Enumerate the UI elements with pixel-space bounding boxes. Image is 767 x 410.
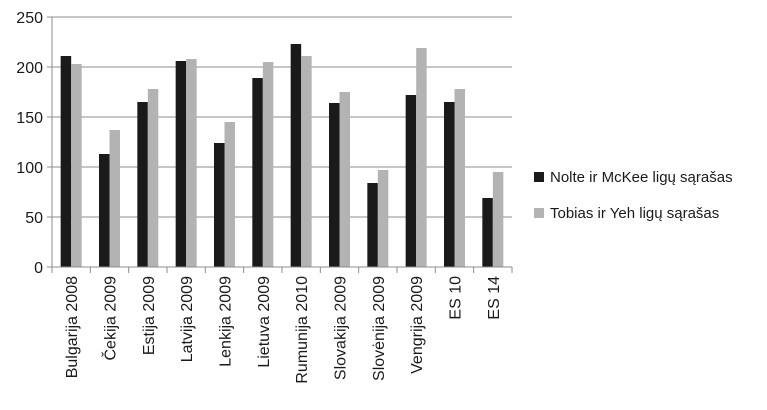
bar-tobias-yeh	[71, 64, 82, 267]
bars	[60, 44, 504, 267]
bar-tobias-yeh	[262, 62, 274, 267]
bar-nolte-mckee	[99, 154, 110, 267]
x-category-label: Lietuva 2009	[256, 276, 273, 368]
bar-tobias-yeh	[301, 56, 312, 267]
bar-tobias-yeh	[377, 170, 389, 267]
x-category-label: ES 10	[448, 276, 465, 320]
y-tick-label: 50	[25, 210, 43, 227]
legend-swatch	[534, 172, 544, 182]
x-category-label: Estija 2009	[141, 276, 158, 355]
legend-label: Tobias ir Yeh ligų sąrašas	[550, 205, 719, 222]
x-category-label: Lenkija 2009	[218, 276, 235, 367]
bar-tobias-yeh	[147, 89, 159, 267]
bar-tobias-yeh	[492, 172, 504, 267]
axes	[51, 17, 513, 273]
y-tick-label: 250	[16, 10, 43, 27]
y-tick-label: 200	[16, 60, 43, 77]
bar-nolte-mckee	[405, 95, 417, 267]
x-category-label: Latvija 2009	[179, 276, 196, 362]
bar-nolte-mckee	[137, 102, 148, 267]
bar-tobias-yeh	[416, 48, 427, 267]
x-axis-labels: Bulgarija 2008 Čekija 2009 Estija 2009 Latv…	[64, 276, 503, 384]
bar-tobias-yeh	[109, 130, 120, 267]
x-category-label: Rumunija 2010	[294, 276, 311, 384]
legend-swatch	[534, 208, 544, 218]
y-axis-ticks: 0 50 100 150 200 250	[16, 10, 52, 277]
bar-nolte-mckee	[175, 61, 187, 267]
bar-nolte-mckee	[60, 56, 72, 267]
legend-label: Nolte ir McKee ligų sąrašas	[550, 169, 733, 186]
bar-nolte-mckee	[290, 44, 302, 267]
bar-tobias-yeh	[339, 92, 350, 267]
bar-nolte-mckee	[329, 103, 340, 267]
x-category-label: Čekija 2009	[101, 276, 120, 361]
y-tick-label: 0	[34, 260, 43, 277]
x-category-label: Slovakija 2009	[333, 276, 350, 380]
x-category-label: Vengrija 2009	[409, 276, 426, 374]
y-tick-label: 150	[16, 110, 43, 127]
x-category-label: Slovėnija 2009	[371, 276, 388, 381]
x-category-label: Bulgarija 2008	[64, 276, 81, 378]
bar-nolte-mckee	[482, 198, 493, 267]
x-category-label: ES 14	[486, 276, 503, 320]
bar-tobias-yeh	[454, 89, 465, 267]
bar-tobias-yeh	[186, 59, 197, 267]
y-tick-label: 100	[16, 160, 43, 177]
bar-nolte-mckee	[214, 143, 225, 267]
bar-nolte-mckee	[252, 78, 263, 267]
bar-nolte-mckee	[367, 183, 378, 267]
legend: Nolte ir McKee ligų sąrašas Tobias ir Yeh…	[534, 169, 733, 222]
bar-tobias-yeh	[224, 122, 235, 267]
bar-nolte-mckee	[444, 102, 455, 267]
gridlines	[52, 16, 512, 218]
